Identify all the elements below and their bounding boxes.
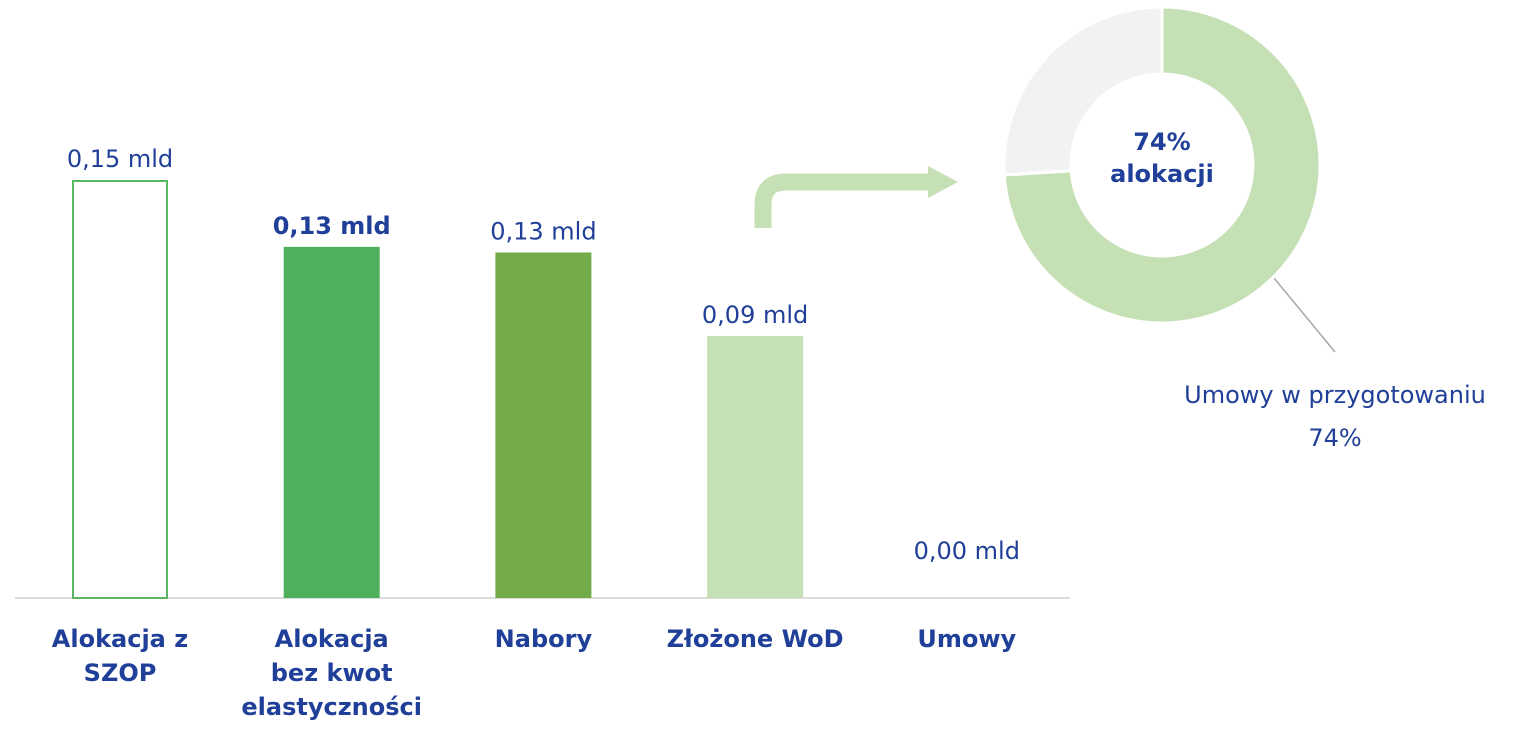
- x-tick-label: Alokacja bez kwot elastyczności: [241, 625, 422, 721]
- value-label: 0,13 mld: [490, 217, 596, 245]
- value-label: 0,00 mld: [914, 537, 1020, 565]
- donut-center-label: 74% alokacji: [1110, 128, 1214, 188]
- value-label: 0,09 mld: [702, 301, 808, 329]
- x-tick-label: Umowy: [917, 625, 1017, 653]
- arrow-head: [928, 166, 958, 198]
- bar: [72, 180, 168, 599]
- value-label: 0,15 mld: [67, 145, 173, 173]
- value-label: 0,13 mld: [273, 212, 391, 240]
- arrow: [754, 173, 930, 228]
- donut-slice: [1002, 5, 1322, 325]
- bar: [707, 336, 804, 598]
- donut-slice: [1002, 5, 1164, 177]
- x-tick-label: Alokacja z SZOP: [51, 625, 189, 687]
- x-tick-label: Złożone WoD: [666, 625, 844, 653]
- bar: [283, 246, 380, 598]
- slice-label: Umowy w przygotowaniu: [1184, 381, 1486, 409]
- bar: [495, 252, 592, 598]
- slice-value-label: 74%: [1308, 424, 1361, 452]
- x-tick-label: Nabory: [494, 625, 593, 653]
